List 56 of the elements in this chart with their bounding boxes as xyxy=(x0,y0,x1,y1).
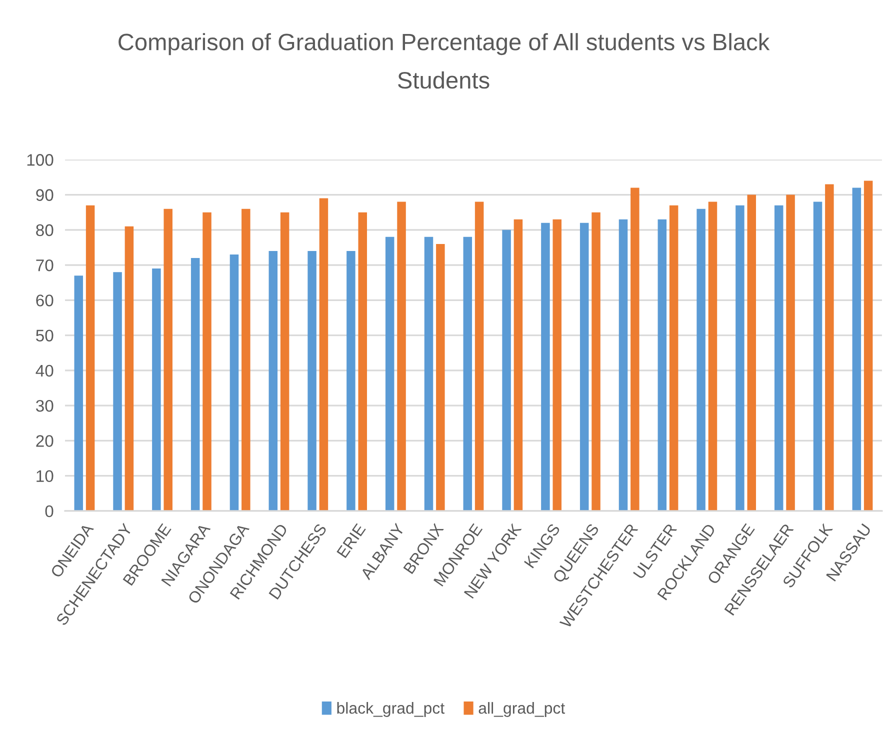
bar xyxy=(541,222,550,511)
bar xyxy=(514,219,523,511)
bar xyxy=(696,208,706,511)
bar xyxy=(552,219,562,511)
bar xyxy=(268,250,278,511)
bar xyxy=(630,188,640,511)
bar xyxy=(280,212,290,511)
bar xyxy=(358,212,367,511)
y-tick-label: 0 xyxy=(45,505,54,518)
bar xyxy=(308,250,316,511)
bar xyxy=(164,208,172,511)
legend-label: black_grad_pct xyxy=(337,702,444,717)
bar xyxy=(864,180,873,511)
y-tick-label: 90 xyxy=(36,189,54,201)
bar xyxy=(385,236,394,511)
bar xyxy=(708,202,718,511)
y-tick-label: 10 xyxy=(36,470,54,482)
y-tick-label: 40 xyxy=(36,364,54,377)
y-tick-label: 70 xyxy=(36,259,54,272)
bar xyxy=(152,268,161,511)
bar xyxy=(230,254,239,511)
bar xyxy=(190,258,200,511)
bar xyxy=(580,222,589,511)
bar xyxy=(124,226,134,511)
y-tick-label: 20 xyxy=(36,435,54,447)
bar xyxy=(786,194,795,511)
legend-label: all_grad_pct xyxy=(478,702,566,717)
bar xyxy=(113,272,122,511)
bar xyxy=(825,184,834,511)
bar xyxy=(658,219,667,511)
bar xyxy=(436,244,445,511)
bar xyxy=(424,236,434,511)
y-tick-label: 80 xyxy=(36,224,54,236)
bar xyxy=(463,236,472,511)
bar xyxy=(813,202,822,511)
y-tick-label: 30 xyxy=(36,400,54,412)
bar xyxy=(747,194,756,511)
bar xyxy=(774,205,784,511)
bar xyxy=(74,276,84,511)
bar xyxy=(592,212,600,511)
bar xyxy=(319,198,328,511)
bar xyxy=(852,188,862,511)
y-tick-label: 50 xyxy=(36,330,54,342)
bar xyxy=(669,205,678,511)
bar xyxy=(86,205,95,511)
bar xyxy=(736,205,744,511)
bar xyxy=(502,230,511,511)
bar xyxy=(202,212,212,511)
chart-title: Comparison of Graduation Percentage of All students vs Black Students xyxy=(118,33,770,89)
y-tick-label: 60 xyxy=(36,294,54,306)
bar xyxy=(242,208,250,511)
bar xyxy=(618,219,628,511)
bar xyxy=(397,202,406,511)
bar xyxy=(346,250,356,511)
bar xyxy=(474,202,484,511)
y-tick-label: 100 xyxy=(27,154,54,166)
